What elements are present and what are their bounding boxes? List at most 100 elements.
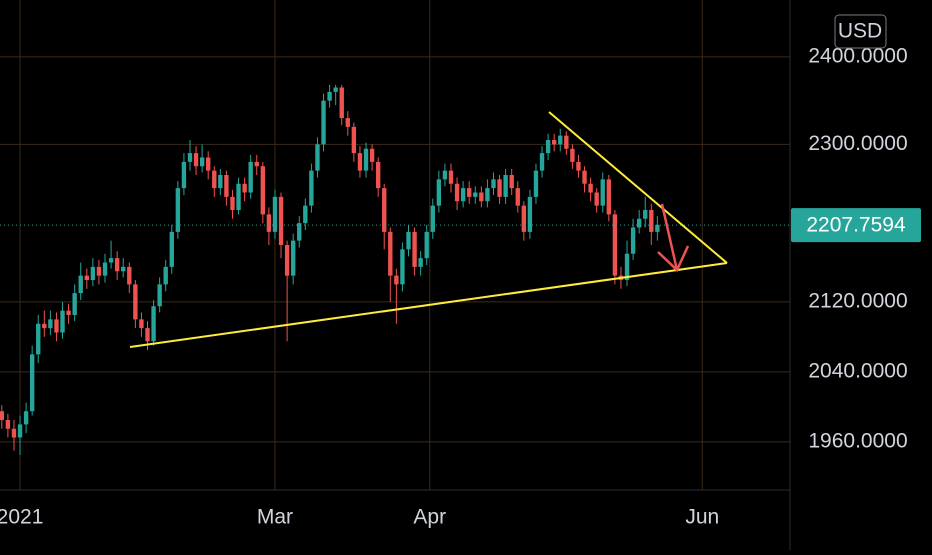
candle-body: [649, 210, 654, 232]
candle-body: [624, 253, 630, 280]
candle-body: [369, 148, 375, 162]
candle-body: [23, 411, 29, 425]
candle-body: [78, 275, 83, 294]
candle-body: [448, 170, 454, 184]
candle-body: [199, 157, 205, 167]
candle-body: [145, 328, 150, 342]
y-tick-label: 2300.0000: [808, 132, 907, 155]
currency-box[interactable]: [834, 14, 887, 49]
candle-body: [363, 148, 369, 171]
candle-body: [236, 183, 241, 210]
candle-body: [388, 231, 393, 276]
candle-body: [11, 428, 17, 438]
candle-body: [491, 179, 496, 189]
candle-body: [594, 192, 599, 206]
candle-body: [436, 179, 442, 206]
candle-body: [266, 214, 272, 232]
candle-body: [533, 170, 539, 197]
candle-body: [254, 161, 259, 167]
candle-body: [181, 161, 187, 189]
candle-body: [169, 231, 174, 267]
candle-body: [600, 179, 605, 206]
drawings: [129, 111, 728, 348]
candle-body: [139, 319, 144, 329]
resistance-trendline: [548, 111, 728, 264]
y-tick-label: 2400.0000: [808, 44, 907, 67]
y-tick-label: 2120.0000: [808, 289, 907, 312]
candle-body: [121, 266, 126, 272]
candle-body: [382, 188, 387, 232]
candle-body: [175, 188, 181, 232]
candle-body: [394, 275, 399, 285]
candle-body: [127, 266, 132, 285]
candle-body: [72, 293, 77, 315]
grid: [0, 0, 790, 490]
candle-body: [84, 275, 89, 280]
candle-body: [351, 126, 357, 154]
candle-body: [212, 170, 217, 189]
candle-body: [42, 323, 47, 329]
candle-body: [96, 266, 102, 276]
candle-body: [272, 196, 278, 232]
candle-body: [339, 87, 344, 119]
candle-body: [588, 183, 593, 193]
candle-body: [321, 100, 326, 145]
last-price-box: [791, 208, 921, 243]
arrow-shaft: [660, 203, 679, 271]
candle-body: [375, 161, 381, 189]
candle-body: [230, 196, 235, 210]
candle-body: [503, 175, 508, 197]
candle-body: [90, 266, 96, 280]
candle-body: [539, 153, 545, 171]
arrow-head: [657, 245, 690, 273]
x-tick-label: Jun: [685, 506, 719, 529]
candle-body: [418, 258, 423, 267]
candle-body: [48, 319, 53, 329]
axes: 1960.0000 2040.0000 2120.0000 2300.0000 2400…: [0, 44, 921, 529]
candle-body: [630, 227, 636, 254]
candle-body: [570, 148, 575, 162]
candle-body: [248, 161, 253, 193]
candle-body: [309, 170, 314, 206]
candle-body: [479, 192, 484, 202]
candle-body: [515, 188, 520, 206]
candle-body: [454, 183, 460, 202]
candle-body: [521, 205, 527, 232]
candle-body: [193, 153, 199, 167]
candle-body: [66, 310, 71, 315]
candle-body: [442, 170, 448, 180]
candle-body: [108, 258, 114, 263]
x-tick-label: Apr: [413, 506, 446, 529]
candle-body: [242, 183, 247, 193]
candle-body: [473, 192, 478, 197]
candle-body: [114, 258, 120, 272]
candles: [0, 84, 660, 455]
candle-body: [60, 310, 65, 333]
candle-body: [460, 188, 466, 202]
candle-body: [260, 166, 266, 215]
candle-body: [527, 196, 533, 232]
candle-body: [582, 170, 587, 184]
candle-body: [643, 210, 648, 219]
y-tick-label: 1960.0000: [808, 429, 907, 452]
x-tick-label: Mar: [257, 506, 293, 529]
candle-body: [424, 231, 429, 259]
candle-body: [224, 175, 229, 197]
candle-body: [400, 249, 405, 285]
candle-body: [333, 87, 338, 92]
candle-body: [612, 214, 618, 276]
candle-body: [54, 319, 59, 333]
candle-body: [151, 306, 156, 342]
candle-body: [284, 245, 290, 276]
candle-body: [218, 175, 223, 189]
candle-body: [655, 224, 660, 232]
currency-label[interactable]: USD: [838, 20, 882, 43]
candle-body: [206, 157, 211, 171]
candle-body: [187, 153, 193, 162]
candle-body: [36, 323, 41, 355]
candle-body: [297, 223, 302, 241]
candle-body: [564, 135, 569, 149]
